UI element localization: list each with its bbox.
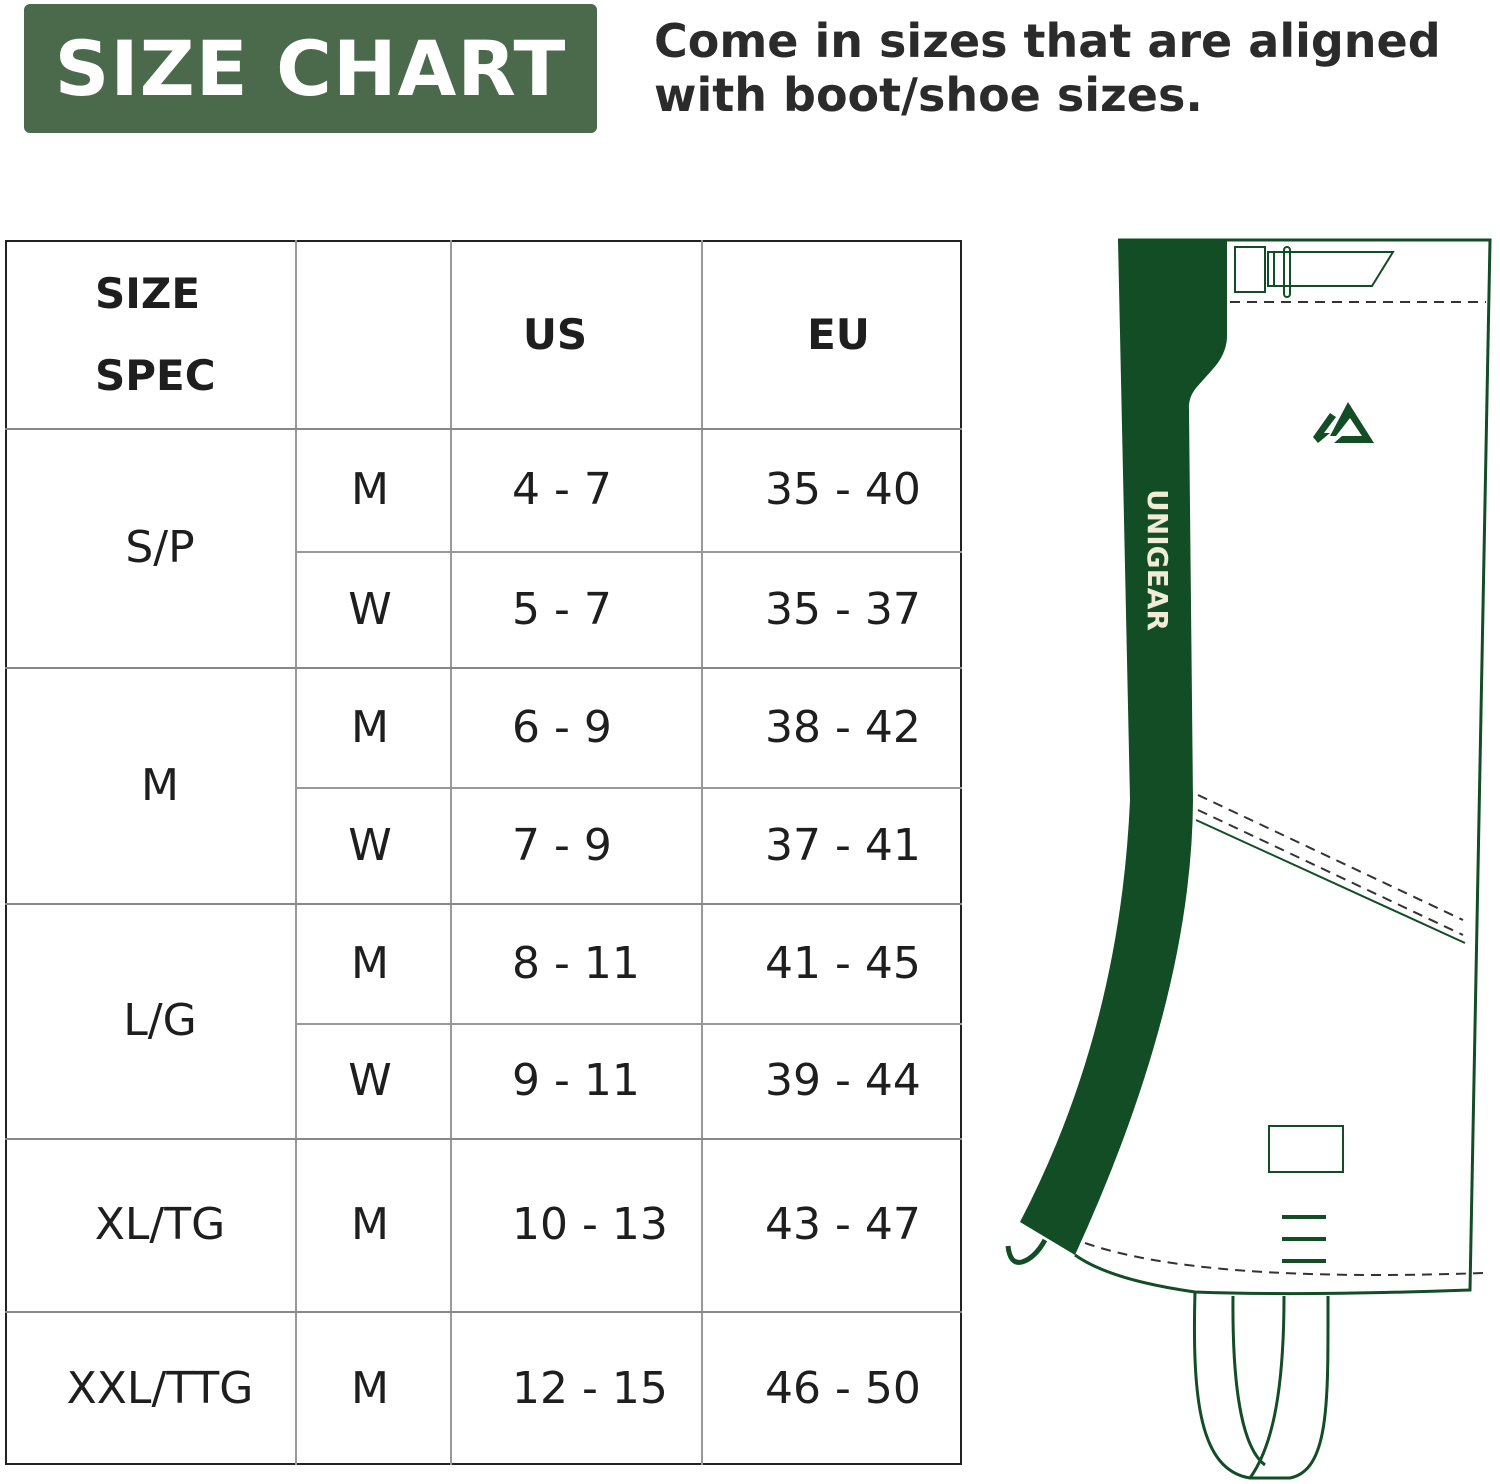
panel-seam (1195, 819, 1466, 944)
velcro-stitches (1282, 1215, 1326, 1263)
group-divider (5, 1311, 962, 1313)
tagline-line-2: with boot/shoe sizes. (654, 68, 1203, 122)
group-divider (5, 1138, 962, 1140)
us-size-cell: 9 - 11 (512, 1055, 640, 1106)
header-spec: SPEC (95, 351, 216, 400)
size-label: M (141, 759, 179, 811)
mountain-logo-icon (1313, 402, 1374, 443)
size-label: XL/TG (94, 1199, 226, 1250)
us-size-cell: 5 - 7 (512, 583, 612, 635)
us-size-cell: 7 - 9 (512, 819, 612, 871)
row-divider (295, 551, 962, 553)
eu-size-cell: 37 - 41 (765, 819, 921, 871)
header-size: SIZE (95, 269, 201, 318)
gender-cell: W (348, 583, 392, 635)
tagline: Come in sizes that are aligned with boot… (654, 14, 1441, 122)
eu-size-cell: 39 - 44 (765, 1055, 921, 1106)
column-divider (295, 240, 297, 1465)
eu-size-cell: 35 - 37 (765, 583, 921, 635)
group-divider (5, 428, 962, 430)
gender-cell: M (351, 701, 389, 753)
us-size-cell: 8 - 11 (512, 937, 640, 989)
strap-outer (1192, 1291, 1330, 1480)
header-eu: EU (807, 309, 870, 359)
eu-size-cell: 46 - 50 (765, 1362, 921, 1414)
bottom-stitch (1084, 1242, 1484, 1276)
row-divider (295, 1023, 962, 1025)
eu-size-cell: 41 - 45 (765, 937, 921, 989)
us-size-cell: 4 - 7 (512, 464, 612, 515)
gender-cell: M (351, 464, 389, 515)
eu-size-cell: 35 - 40 (765, 464, 921, 515)
us-size-cell: 10 - 13 (512, 1199, 668, 1250)
column-divider (450, 240, 452, 1465)
hook-icon (1005, 1238, 1048, 1265)
group-divider (5, 667, 962, 669)
page-title: SIZE CHART (54, 24, 567, 113)
group-divider (5, 903, 962, 905)
gender-cell: W (348, 1055, 392, 1106)
column-divider (701, 240, 703, 1465)
size-label: XXL/TTG (66, 1362, 254, 1414)
gender-cell: M (351, 1199, 389, 1250)
gaiter-outline (1074, 238, 1492, 1296)
table-frame (5, 240, 962, 1465)
strap-inner (1231, 1295, 1286, 1479)
buckle-icon (1234, 246, 1395, 298)
header-us: US (522, 309, 588, 359)
header-size-spec: SIZE SPEC (60, 260, 260, 410)
gender-cell: W (348, 819, 392, 871)
title-banner: SIZE CHART (24, 4, 597, 133)
label-patch (1268, 1125, 1344, 1173)
size-label: S/P (125, 522, 195, 573)
eu-size-cell: 43 - 47 (765, 1199, 921, 1250)
diagonal-stitch (1197, 794, 1464, 936)
us-size-cell: 12 - 15 (512, 1362, 668, 1414)
eu-size-cell: 38 - 42 (765, 701, 921, 753)
green-band (1020, 240, 1227, 1255)
size-label: L/G (123, 995, 197, 1046)
row-divider (295, 787, 962, 789)
us-size-cell: 6 - 9 (512, 701, 612, 753)
gender-cell: M (351, 937, 389, 989)
gender-cell: M (351, 1362, 389, 1414)
tagline-line-1: Come in sizes that are aligned (654, 14, 1441, 68)
brand-text: UNIGEAR (1141, 489, 1174, 631)
